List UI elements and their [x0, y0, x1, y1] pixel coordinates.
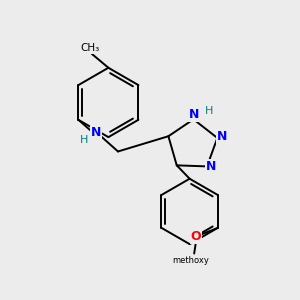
- Text: N: N: [189, 108, 200, 121]
- Text: H: H: [80, 135, 88, 145]
- Text: O: O: [191, 230, 202, 243]
- Text: N: N: [217, 130, 227, 143]
- Text: N: N: [91, 126, 101, 139]
- Text: methoxy: methoxy: [172, 256, 208, 265]
- Text: H: H: [205, 106, 214, 116]
- Text: N: N: [206, 160, 216, 173]
- Text: CH₃: CH₃: [80, 43, 99, 53]
